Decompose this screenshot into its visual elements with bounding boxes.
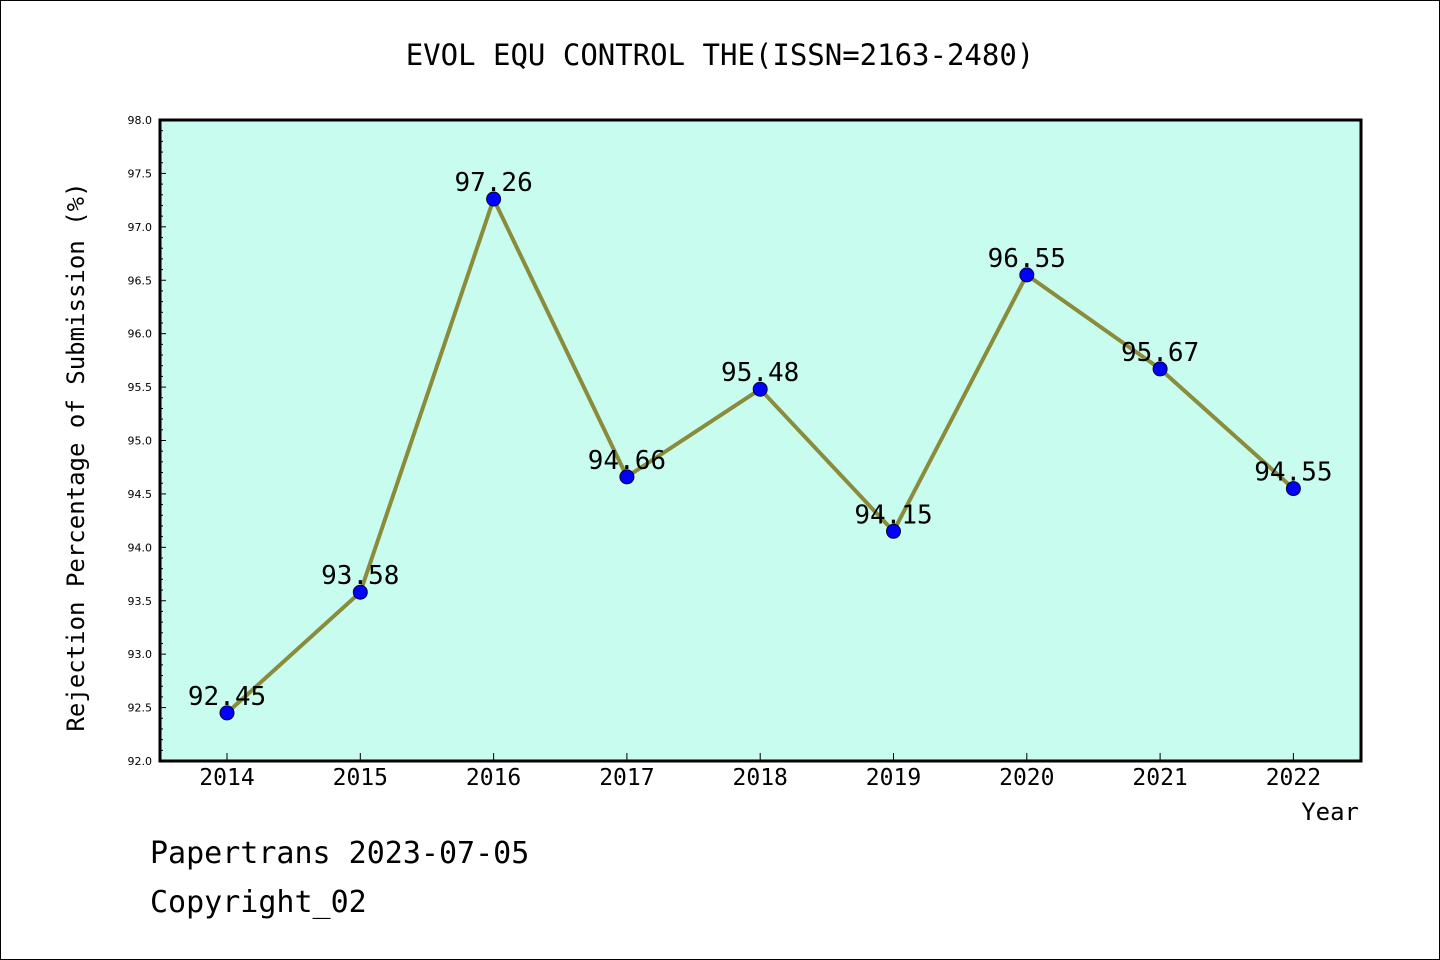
y-tick-label: 93.5 [128,595,153,608]
y-tick-label: 92.5 [128,702,153,715]
y-tick-label: 95.5 [128,381,153,394]
data-label: 94.66 [588,446,666,476]
x-tick-label: 2015 [333,765,388,791]
data-point [752,381,768,397]
data-label: 95.48 [721,358,799,388]
y-axis-label: Rejection Percentage of Submission (%) [62,182,90,731]
x-axis-ticks: 2014 2015 2016 2017 2018 2019 2020 2021 2022 [199,753,1321,791]
y-tick-label: 92.0 [128,755,153,768]
y-tick-label: 96.5 [128,274,153,287]
data-point [1152,361,1168,377]
y-axis-ticks: 92.0 92.5 93.0 93.5 94.0 94.5 95.0 95.5 96.0 96.5… [128,114,166,768]
x-axis-label: Year [1301,798,1359,826]
plot-area [158,118,1363,763]
x-tick-label: 2020 [999,765,1054,791]
x-tick-label: 2016 [466,765,521,791]
data-label: 96.55 [988,244,1066,274]
y-tick-label: 93.0 [128,648,153,661]
y-tick-label: 94.5 [128,488,153,501]
data-point [619,469,635,485]
data-label: 94.15 [854,500,932,530]
data-point [486,191,502,207]
y-tick-label: 96.0 [128,328,153,341]
data-point [1285,481,1301,497]
x-tick-label: 2014 [199,765,254,791]
y-tick-label: 95.0 [128,435,153,448]
data-label: 97.26 [454,168,532,198]
chart-title: EVOL EQU CONTROL THE(ISSN=2163-2480) [405,38,1035,72]
x-tick-label: 2017 [599,765,654,791]
x-tick-label: 2021 [1132,765,1187,791]
data-point [1019,267,1035,283]
data-point [886,523,901,539]
data-points [219,191,1301,721]
data-point [352,584,368,600]
footer-date-line: Papertrans 2023-07-05 [150,836,530,871]
x-tick-label: 2022 [1266,765,1321,791]
y-tick-label: 94.0 [128,541,153,554]
x-tick-label: 2019 [866,765,921,791]
data-label: 92.45 [188,682,266,712]
y-tick-label: 97.5 [128,167,153,180]
data-label: 95.67 [1121,338,1199,368]
y-tick-label: 98.0 [128,114,153,127]
y-tick-label: 97.0 [128,221,153,234]
data-labels: 92.45 93.58 97.26 94.66 95.48 94.15 96.55 95.67… [188,168,1333,712]
data-label: 93.58 [321,561,399,591]
footer-copyright-line: Copyright_02 [150,885,367,920]
data-point [219,705,235,721]
data-label: 94.55 [1254,458,1332,488]
x-tick-label: 2018 [733,765,788,791]
